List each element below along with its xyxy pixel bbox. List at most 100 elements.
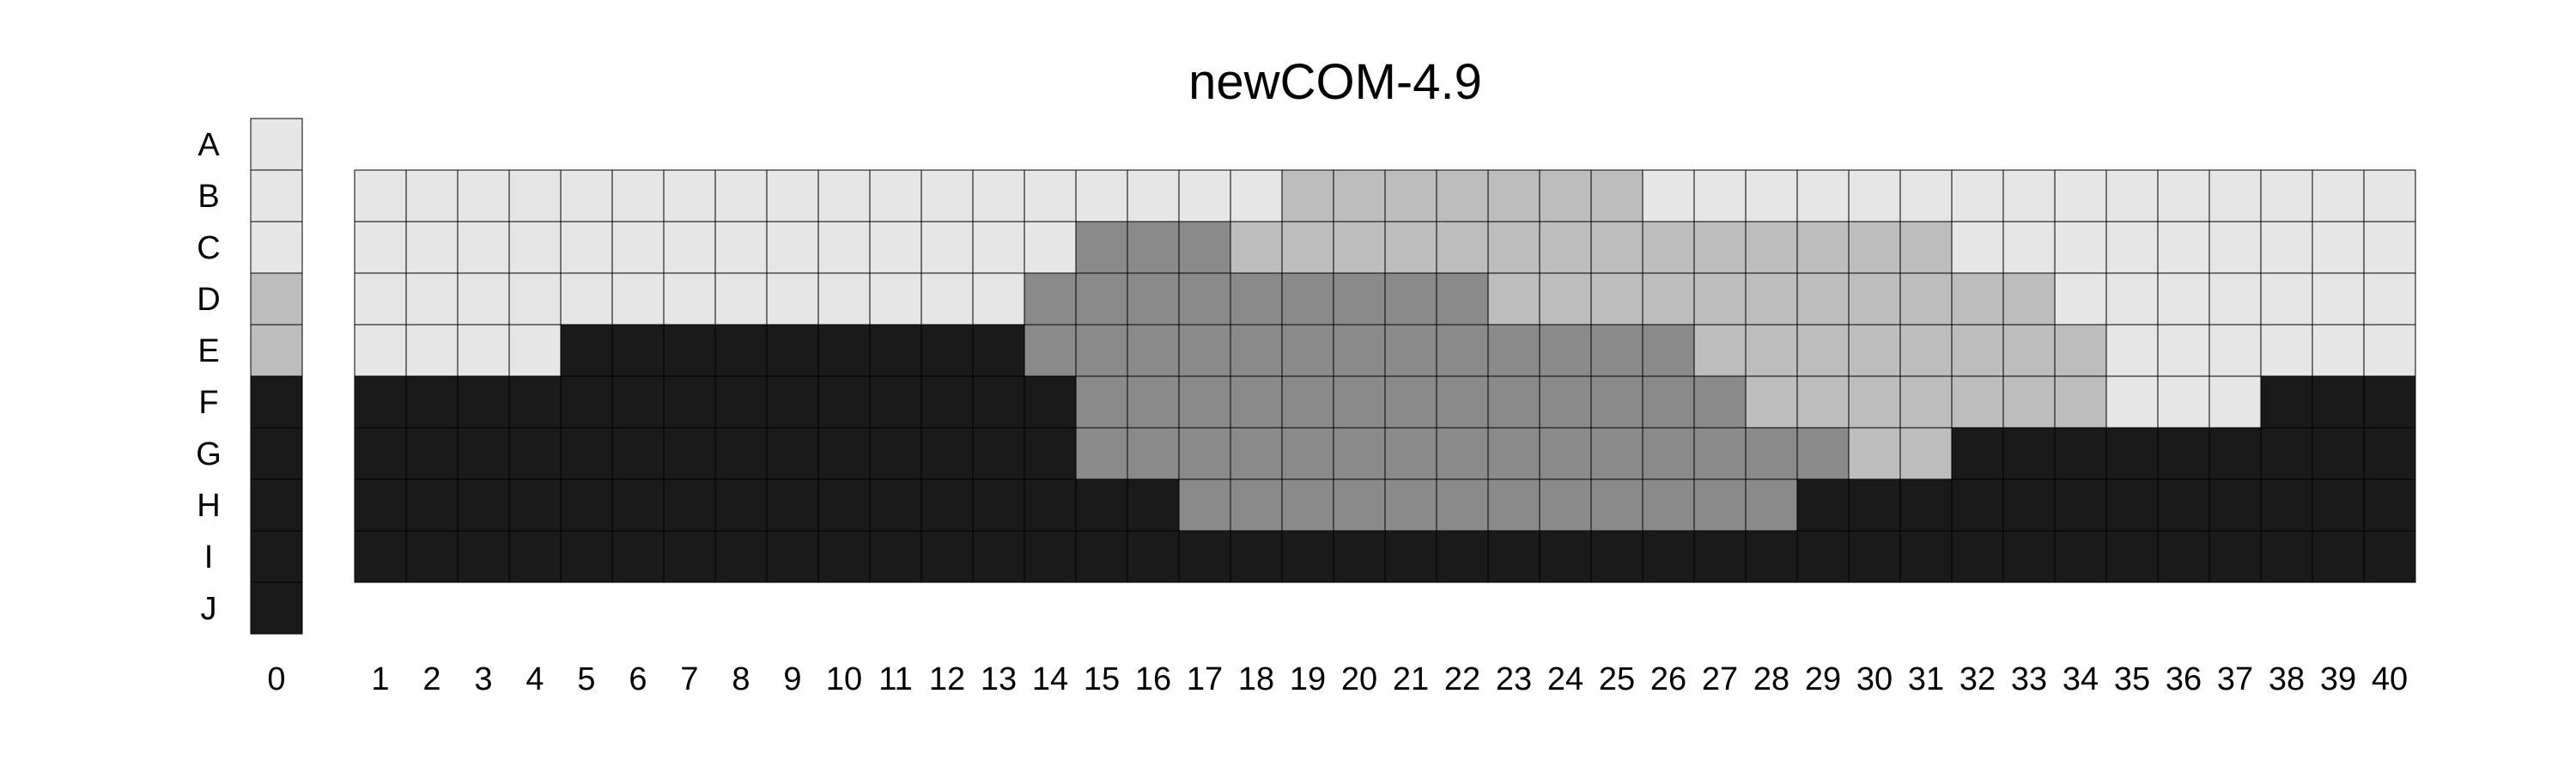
- column-label-37: 37: [2217, 661, 2253, 697]
- cell-f-34: [2054, 375, 2107, 429]
- cell-i-34: [2054, 530, 2107, 583]
- cell-e-35: [2105, 324, 2159, 377]
- column-label-10: 10: [826, 661, 862, 697]
- cell-f-8: [714, 375, 768, 429]
- cell-g-38: [2260, 427, 2313, 480]
- cell-e-9: [766, 324, 819, 377]
- cell-h-37: [2208, 478, 2262, 532]
- cell-c-36: [2157, 221, 2210, 274]
- cell-i-7: [663, 530, 716, 583]
- column-label-22: 22: [1444, 661, 1480, 697]
- cell-g-25: [1590, 427, 1643, 480]
- cell-e-14: [1024, 324, 1077, 377]
- cell-i-14: [1024, 530, 1077, 583]
- cell-e-19: [1281, 324, 1334, 377]
- column-label-25: 25: [1599, 661, 1635, 697]
- cell-c-14: [1024, 221, 1077, 274]
- cell-h-21: [1384, 478, 1437, 532]
- cell-f-11: [869, 375, 922, 429]
- cell-g-29: [1796, 427, 1850, 480]
- cell-i-30: [1848, 530, 1901, 583]
- cell-d-9: [766, 272, 819, 326]
- cell-b-21: [1384, 169, 1437, 222]
- cell-g-26: [1642, 427, 1695, 480]
- cell-b-3: [457, 169, 510, 222]
- cell-i-31: [1899, 530, 1953, 583]
- column-label-27: 27: [1702, 661, 1738, 697]
- cell-i-2: [405, 530, 459, 583]
- cell-b-6: [611, 169, 665, 222]
- key-cell-a: [250, 118, 303, 171]
- cell-c-25: [1590, 221, 1643, 274]
- cell-i-24: [1539, 530, 1592, 583]
- cell-d-20: [1333, 272, 1386, 326]
- column-label-15: 15: [1084, 661, 1120, 697]
- cell-e-22: [1436, 324, 1489, 377]
- cell-i-6: [611, 530, 665, 583]
- cell-i-33: [2002, 530, 2056, 583]
- column-label-29: 29: [1805, 661, 1841, 697]
- cell-e-3: [457, 324, 510, 377]
- cell-i-16: [1127, 530, 1180, 583]
- cell-d-29: [1796, 272, 1850, 326]
- row-label-f: F: [198, 385, 218, 421]
- cell-b-23: [1487, 169, 1540, 222]
- cell-i-3: [457, 530, 510, 583]
- cell-c-30: [1848, 221, 1901, 274]
- cell-f-3: [457, 375, 510, 429]
- cell-d-24: [1539, 272, 1592, 326]
- cell-i-17: [1178, 530, 1231, 583]
- cell-e-10: [817, 324, 871, 377]
- cell-f-22: [1436, 375, 1489, 429]
- column-label-12: 12: [929, 661, 965, 697]
- cell-g-24: [1539, 427, 1592, 480]
- cell-i-36: [2157, 530, 2210, 583]
- column-label-23: 23: [1496, 661, 1532, 697]
- cell-c-31: [1899, 221, 1953, 274]
- cell-b-10: [817, 169, 871, 222]
- cell-h-27: [1693, 478, 1747, 532]
- column-label-14: 14: [1032, 661, 1068, 697]
- cell-h-39: [2312, 478, 2365, 532]
- cell-i-27: [1693, 530, 1747, 583]
- cell-c-9: [766, 221, 819, 274]
- cell-h-22: [1436, 478, 1489, 532]
- column-label-9: 9: [783, 661, 801, 697]
- cell-f-9: [766, 375, 819, 429]
- column-label-30: 30: [1856, 661, 1893, 697]
- column-label-24: 24: [1547, 661, 1583, 697]
- cell-g-40: [2363, 427, 2416, 480]
- cell-d-36: [2157, 272, 2210, 326]
- cell-d-33: [2002, 272, 2056, 326]
- cell-i-5: [560, 530, 613, 583]
- cell-g-19: [1281, 427, 1334, 480]
- cell-g-3: [457, 427, 510, 480]
- cell-d-10: [817, 272, 871, 326]
- cell-h-14: [1024, 478, 1077, 532]
- cell-e-1: [354, 324, 407, 377]
- cell-c-23: [1487, 221, 1540, 274]
- cell-b-16: [1127, 169, 1180, 222]
- cell-c-21: [1384, 221, 1437, 274]
- cell-f-24: [1539, 375, 1592, 429]
- cell-d-38: [2260, 272, 2313, 326]
- cell-b-14: [1024, 169, 1077, 222]
- cell-e-37: [2208, 324, 2262, 377]
- cell-c-8: [714, 221, 768, 274]
- cell-g-13: [972, 427, 1025, 480]
- cell-i-12: [920, 530, 974, 583]
- cell-g-6: [611, 427, 665, 480]
- cell-f-40: [2363, 375, 2416, 429]
- cell-g-7: [663, 427, 716, 480]
- cell-f-35: [2105, 375, 2159, 429]
- cell-d-16: [1127, 272, 1180, 326]
- cell-d-5: [560, 272, 613, 326]
- cell-b-4: [508, 169, 562, 222]
- cell-f-18: [1230, 375, 1283, 429]
- cell-h-10: [817, 478, 871, 532]
- cell-i-35: [2105, 530, 2159, 583]
- cell-b-15: [1075, 169, 1128, 222]
- cell-f-36: [2157, 375, 2210, 429]
- cell-f-12: [920, 375, 974, 429]
- cell-f-21: [1384, 375, 1437, 429]
